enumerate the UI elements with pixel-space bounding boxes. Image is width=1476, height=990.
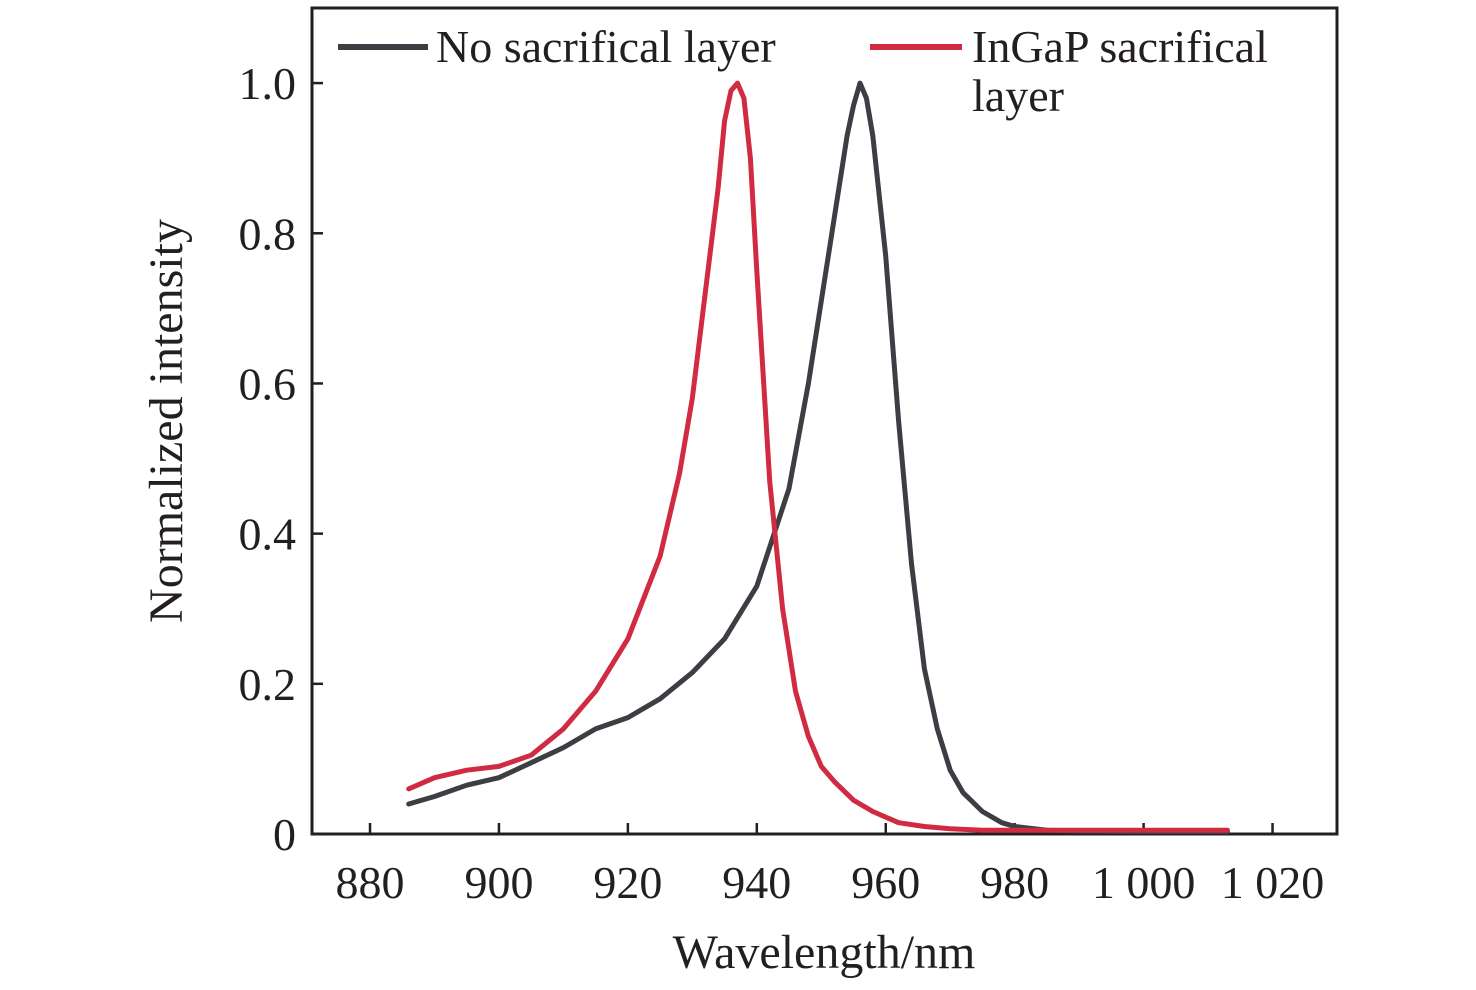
legend-label-0: No sacrifical layer (436, 21, 776, 72)
y-tick-label: 0.6 (239, 358, 297, 409)
plot-frame (310, 6, 1339, 836)
legend-label-1-line: InGaP sacrifical (972, 21, 1268, 72)
x-tick-label: 1 020 (1221, 857, 1325, 908)
y-axis-title: Normalized intensity (140, 219, 193, 623)
series-layer (406, 80, 1230, 835)
y-axis: 0 0.2 0.4 0.6 0.8 1.0 (239, 58, 323, 860)
y-tick-label: 0.4 (239, 509, 297, 560)
x-tick-label: 880 (336, 857, 405, 908)
y-tick-label: 1.0 (239, 58, 297, 109)
y-tick-label: 0 (273, 809, 296, 860)
x-tick-label: 940 (722, 857, 791, 908)
series-line-1 (406, 80, 1230, 833)
legend: No sacrifical layer InGaP sacrifical layer (330, 21, 1268, 121)
x-tick-label: 1 000 (1092, 857, 1196, 908)
legend-label-1-line: layer (972, 70, 1064, 121)
x-tick-label: 960 (851, 857, 920, 908)
y-tick-label: 0.8 (239, 208, 297, 259)
legend-label-1: InGaP sacrifical layer (972, 21, 1268, 121)
x-tick-label: 920 (593, 857, 662, 908)
x-tick-label: 980 (980, 857, 1049, 908)
series-line-0 (406, 80, 1230, 835)
legend-background (330, 28, 850, 74)
x-axis-title: Wavelength/nm (673, 926, 976, 979)
x-axis: 880 900 920 940 960 980 1 000 1 020 (336, 823, 1325, 908)
y-tick-label: 0.2 (239, 659, 297, 710)
x-tick-label: 900 (464, 857, 533, 908)
